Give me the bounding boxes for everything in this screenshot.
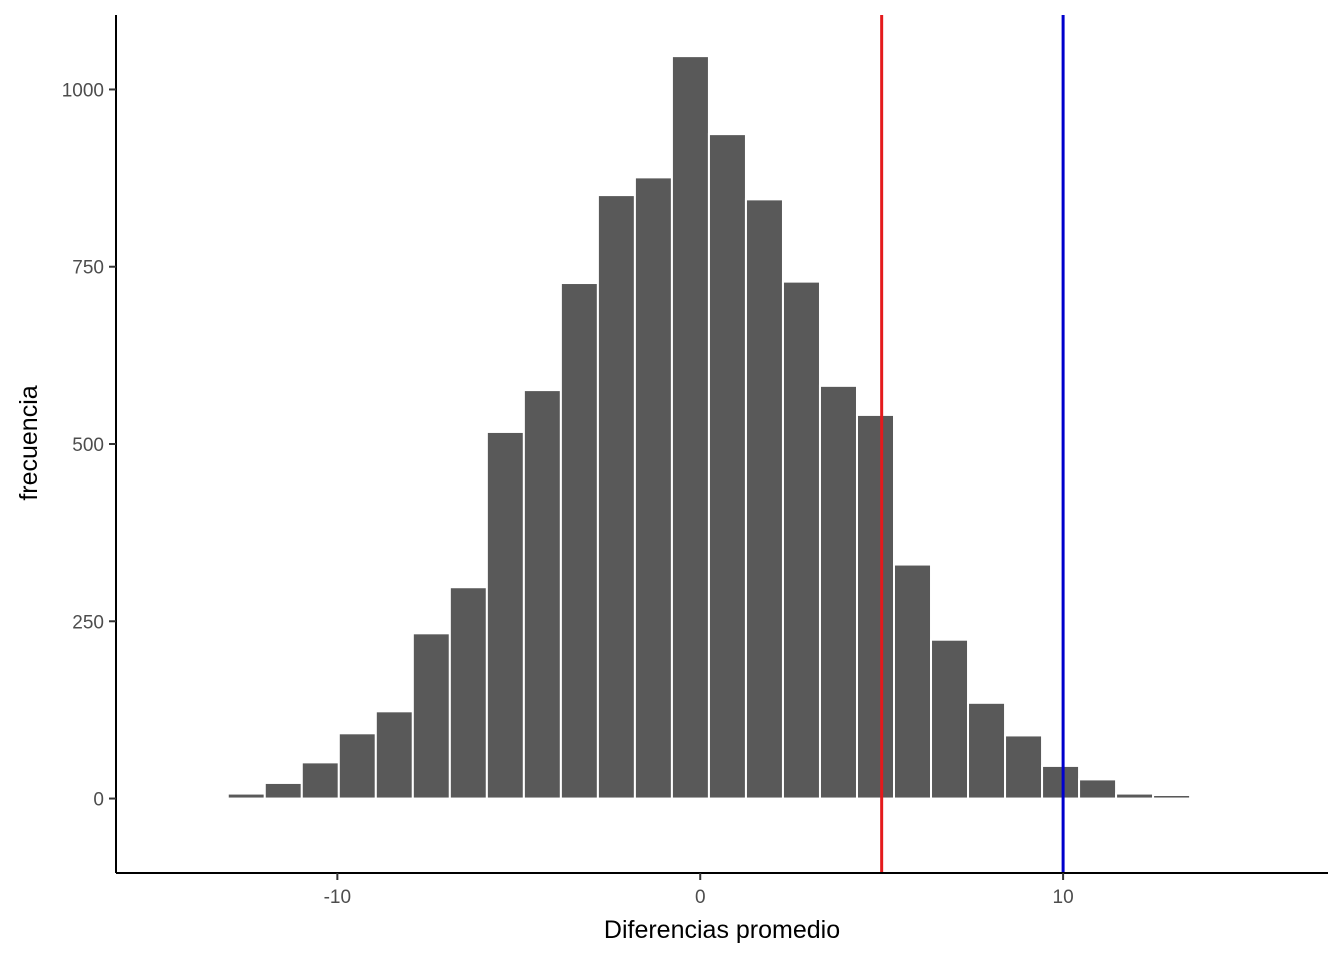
- histogram-bar: [448, 586, 488, 800]
- histogram-bar: [1078, 778, 1118, 800]
- histogram-bar: [263, 781, 303, 800]
- histogram-bar: [559, 282, 599, 800]
- histogram-bar: [522, 389, 562, 800]
- histogram-bar: [152, 796, 192, 800]
- y-tick-label: 750: [72, 258, 104, 279]
- histogram-bar: [300, 761, 340, 800]
- histogram-bar: [967, 701, 1007, 800]
- x-tick-label: 0: [695, 887, 706, 908]
- x-axis-title: Diferencias promedio: [604, 916, 840, 944]
- histogram-bar: [744, 198, 784, 800]
- histogram-bar: [1152, 794, 1192, 800]
- histogram-bar: [374, 710, 414, 800]
- y-tick-label: 1000: [62, 80, 104, 101]
- y-tick-label: 250: [72, 612, 104, 633]
- x-tick-label: 10: [1053, 887, 1074, 908]
- x-axis-ticks: -10 0 10: [324, 873, 1074, 908]
- histogram-bar: [1041, 764, 1081, 800]
- histogram-bar: [855, 413, 896, 800]
- y-tick-label: 0: [93, 790, 104, 811]
- x-tick-label: -10: [324, 887, 351, 908]
- histogram-bar: [818, 384, 858, 800]
- histogram-bar: [1115, 792, 1155, 800]
- histogram-bar: [930, 638, 970, 800]
- histogram-bar: [633, 176, 673, 800]
- histogram-bar: [707, 133, 747, 800]
- histogram-bar: [596, 194, 636, 800]
- y-tick-label: 500: [72, 435, 104, 456]
- y-axis-ticks: 0 250 500 750 1000: [62, 80, 116, 811]
- histogram-bars: [152, 55, 1192, 800]
- histogram-bar: [226, 792, 266, 800]
- histogram-bar: [411, 632, 451, 800]
- histogram-bar: [781, 280, 821, 800]
- histogram-bar: [670, 55, 710, 800]
- y-axis-title: frecuencia: [15, 385, 43, 500]
- histogram-bar: [337, 732, 377, 800]
- histogram-bar: [485, 430, 525, 800]
- histogram-bar: [1004, 734, 1044, 800]
- histogram-bar: [893, 563, 933, 800]
- reference-lines: [880, 15, 1065, 873]
